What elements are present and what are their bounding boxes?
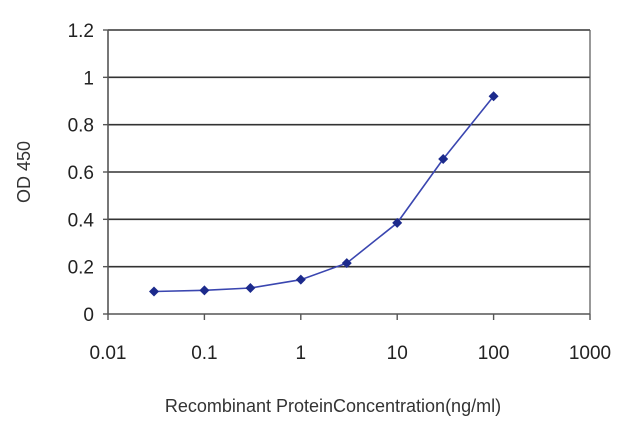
y-tick-label: 0.6	[68, 163, 94, 184]
y-tick-label: 1	[83, 68, 94, 89]
y-tick-label: 0.2	[68, 258, 94, 279]
x-tick-label: 0.1	[191, 343, 217, 364]
series-layer	[148, 91, 499, 297]
axes	[103, 29, 591, 320]
x-tick-label: 10	[387, 343, 408, 364]
series-line	[153, 95, 495, 293]
y-tick-label: 1.2	[68, 21, 94, 42]
data-point	[392, 217, 403, 228]
x-tick-label: 1000	[569, 343, 611, 364]
data-point	[488, 91, 499, 102]
y-tick-label: 0.8	[68, 116, 94, 137]
data-point	[199, 285, 210, 296]
data-point	[295, 274, 306, 285]
y-tick-label: 0.4	[68, 210, 95, 231]
data-point	[438, 153, 449, 164]
x-tick-label: 100	[478, 343, 510, 364]
x-tick-label: 1	[296, 343, 307, 364]
data-point	[341, 258, 352, 269]
x-tick-label: 0.01	[90, 343, 127, 364]
gridlines	[108, 29, 590, 268]
x-axis-title: Recombinant ProteinConcentration(ng/ml)	[165, 396, 501, 416]
tick-labels: 0 0.2 0.4 0.6 0.8 1 1.2 0.01 0.1 1 10 100 1000	[68, 21, 612, 364]
data-point	[245, 282, 256, 293]
y-tick-label: 0	[83, 305, 94, 326]
data-point	[148, 286, 159, 297]
y-axis-title: OD 450	[14, 141, 34, 203]
